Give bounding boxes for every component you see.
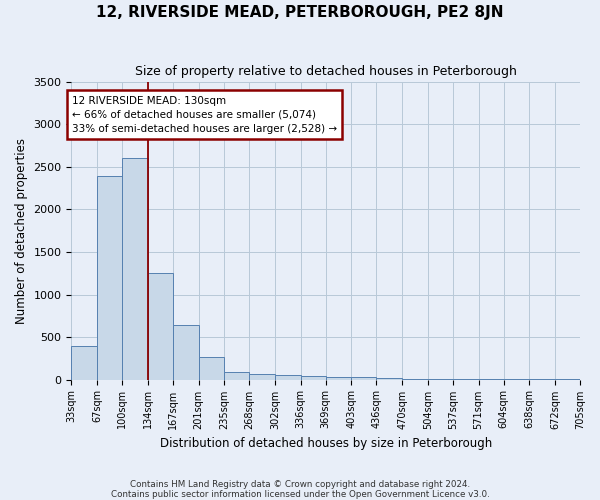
Bar [428,379,453,380]
Bar [122,158,148,380]
Bar [301,376,326,380]
Bar [326,376,352,380]
Bar [275,375,301,380]
Bar [249,374,275,380]
Title: Size of property relative to detached houses in Peterborough: Size of property relative to detached ho… [135,65,517,78]
Bar [71,346,97,380]
Text: Contains HM Land Registry data © Crown copyright and database right 2024.
Contai: Contains HM Land Registry data © Crown c… [110,480,490,499]
Bar [199,357,224,380]
Text: 12 RIVERSIDE MEAD: 130sqm
← 66% of detached houses are smaller (5,074)
33% of se: 12 RIVERSIDE MEAD: 130sqm ← 66% of detac… [72,96,337,134]
X-axis label: Distribution of detached houses by size in Peterborough: Distribution of detached houses by size … [160,437,492,450]
Y-axis label: Number of detached properties: Number of detached properties [15,138,28,324]
Text: 12, RIVERSIDE MEAD, PETERBOROUGH, PE2 8JN: 12, RIVERSIDE MEAD, PETERBOROUGH, PE2 8J… [96,5,504,20]
Bar [224,372,249,380]
Bar [402,378,428,380]
Bar [352,378,376,380]
Bar [148,274,173,380]
Bar [376,378,402,380]
Bar [97,176,122,380]
Bar [173,325,199,380]
